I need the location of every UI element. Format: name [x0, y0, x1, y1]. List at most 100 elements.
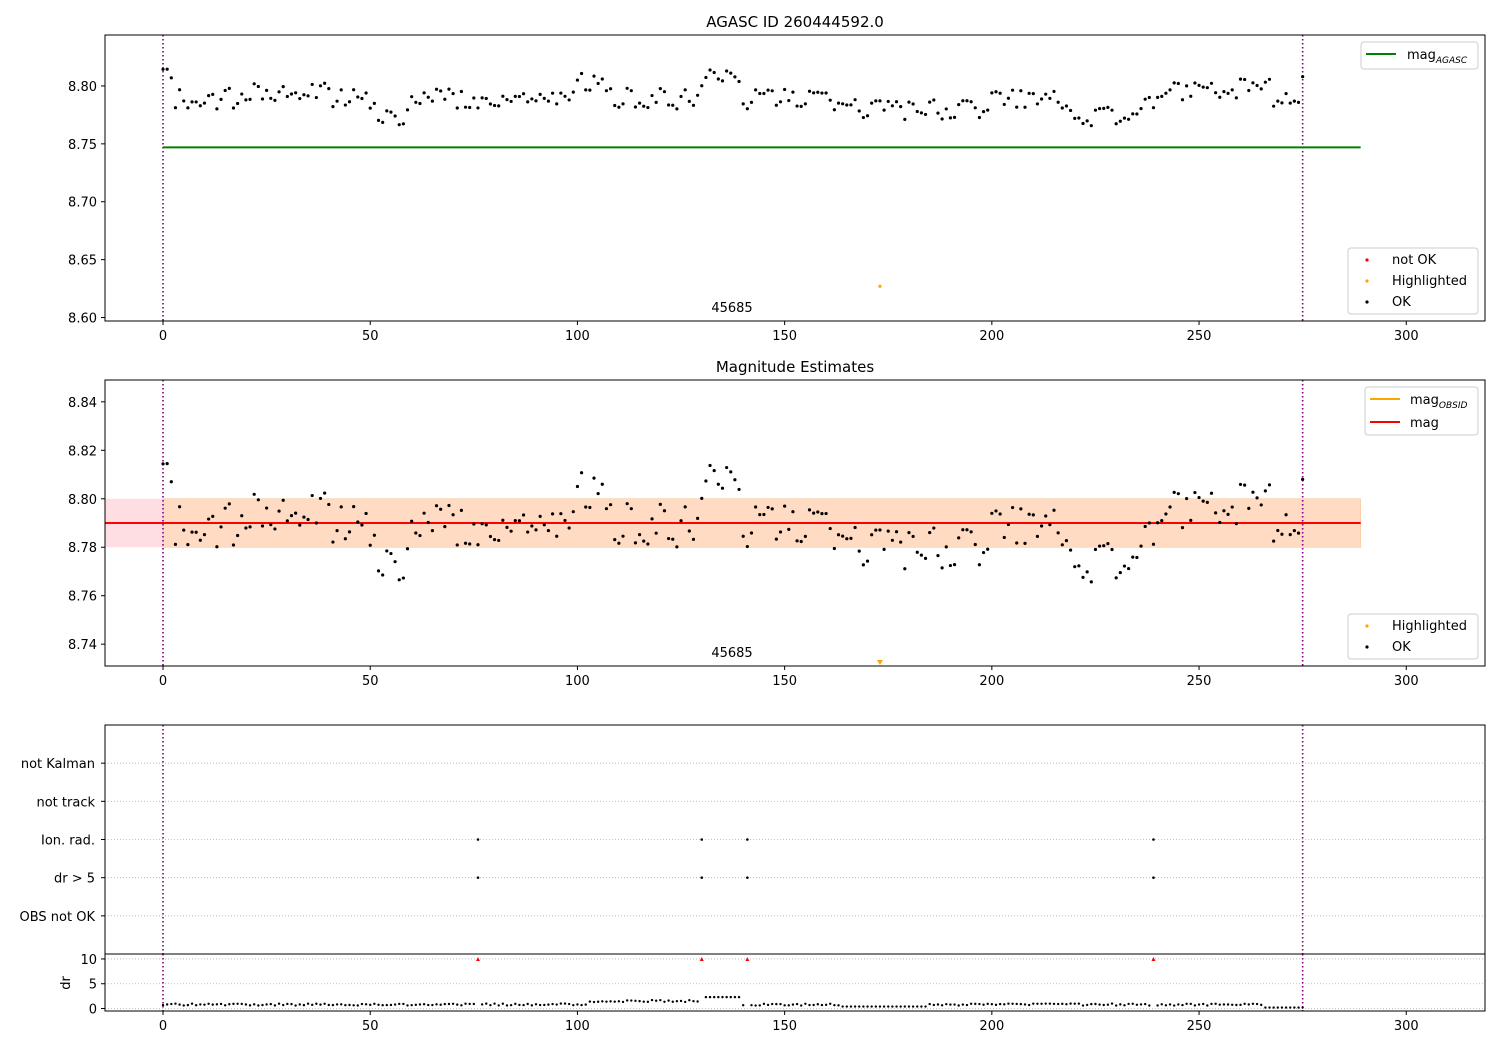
agasc-ok-point [1230, 88, 1234, 92]
agasc-ok-point [861, 115, 865, 120]
dr-point [1131, 1002, 1134, 1005]
agasc-ok-point [857, 109, 861, 113]
dr-point [1148, 1004, 1151, 1007]
agasc-ok-point [381, 120, 385, 124]
dr-point [924, 1005, 927, 1008]
agasc-ok-point [965, 99, 969, 103]
magnitude-ok-point [662, 509, 667, 513]
dr-point [1181, 1003, 1184, 1007]
magnitude-ok-point [484, 523, 488, 527]
agasc-ok-point [352, 88, 356, 92]
magnitude-ok-point [1222, 509, 1226, 513]
dr-point [439, 1003, 442, 1006]
legend-ok-marker [1365, 645, 1369, 649]
dr-point [252, 1003, 256, 1006]
dr-point [766, 1003, 770, 1007]
agasc-ok-point [824, 91, 828, 95]
dr-point [1289, 1006, 1292, 1009]
dr-point [294, 1004, 297, 1007]
agasc-ok-point [1060, 106, 1064, 110]
dr-point [708, 995, 712, 999]
agasc-ok-point [691, 103, 696, 107]
agasc-ok-point [165, 67, 169, 71]
dr-ytick-label-0: 0 [89, 1003, 97, 1018]
magnitude-ok-point [476, 543, 480, 547]
dr-point [928, 1002, 931, 1006]
magnitude-ok-point [335, 529, 339, 533]
legend-mag-obsid-label: magOBSID [1410, 393, 1468, 411]
dr-point [1069, 1002, 1072, 1005]
dr-point [534, 1003, 538, 1006]
magnitude-ok-point [190, 530, 194, 534]
agasc-ok-point [878, 99, 882, 103]
dr-point [609, 1000, 612, 1003]
dr-point [953, 1003, 956, 1006]
agasc-ok-point [969, 100, 973, 104]
magnitude-ok-point [1081, 575, 1085, 579]
agasc-ok-point [169, 76, 173, 80]
dr-point [1276, 1006, 1279, 1009]
dr-point [356, 1004, 359, 1007]
agasc-ok-point [633, 105, 638, 109]
agasc-ok-point [1118, 119, 1122, 123]
dr-point [907, 1005, 911, 1008]
magnitude-ok-point [849, 536, 853, 540]
magnitude-ok-point [604, 507, 609, 511]
dr-point [1123, 1004, 1126, 1007]
dr-point [758, 1004, 761, 1007]
dr-point [410, 1003, 413, 1007]
magnitude-ok-point [223, 506, 227, 510]
dr-point [1143, 1002, 1147, 1006]
magnitude-ytick-label-8.74: 8.74 [68, 638, 97, 653]
dr-point [1189, 1002, 1192, 1006]
agasc-ok-point [455, 106, 459, 110]
magnitude-ok-point [865, 559, 870, 563]
magnitude-ok-point [720, 486, 725, 490]
magnitude-ytick-label-8.80: 8.80 [68, 493, 97, 508]
magnitude-ok-point [679, 519, 683, 523]
agasc-ok-point [729, 71, 733, 75]
magnitude-ok-point [542, 523, 546, 527]
magnitude-ok-point [1176, 492, 1180, 496]
agasc-ok-point [182, 99, 186, 103]
magnitude-ok-point [774, 537, 778, 541]
dr-point [965, 1003, 969, 1007]
dr-point [878, 1005, 882, 1008]
agasc-ok-point [1280, 101, 1284, 105]
dr-point [1081, 1004, 1085, 1007]
dr-point [683, 1000, 687, 1004]
dr-point [692, 999, 695, 1003]
dr-point [1077, 1002, 1081, 1005]
dr-point [667, 999, 670, 1002]
agasc-ok-point [517, 94, 522, 99]
magnitude-ok-point [907, 531, 911, 535]
agasc-ok-point [720, 79, 725, 83]
agasc-ok-point [1002, 102, 1006, 107]
magnitude-ok-point [936, 553, 940, 558]
dr-point [269, 1002, 272, 1006]
dr-point [344, 1003, 347, 1007]
agasc-ok-point [364, 91, 368, 95]
magnitude-ok-point [480, 522, 484, 526]
agasc-ok-point [1068, 108, 1073, 113]
magnitude-ok-point [874, 528, 878, 532]
magnitude-ok-point [1209, 491, 1214, 495]
agasc-ok-point [749, 100, 754, 104]
dr-point [998, 1002, 1002, 1006]
magnitude-ok-point [165, 462, 169, 466]
magnitude-ok-point [729, 470, 733, 474]
agasc-ok-point [936, 111, 940, 115]
agasc-ok-point [816, 90, 820, 94]
magnitude-ok-point [584, 505, 588, 509]
dr-point [286, 1002, 289, 1006]
magnitude-ok-point [571, 510, 575, 514]
magnitude-ok-point [1097, 544, 1102, 548]
agasc-ok-point [256, 84, 260, 89]
magnitude-ok-point [691, 537, 696, 541]
agasc-ok-point [1201, 85, 1205, 89]
agasc-ok-point [758, 91, 762, 96]
dr-point [1201, 1002, 1205, 1006]
agasc-ok-point [567, 98, 571, 102]
magnitude-ok-point [517, 519, 522, 523]
dr-xtick-label-50: 50 [362, 1019, 379, 1034]
